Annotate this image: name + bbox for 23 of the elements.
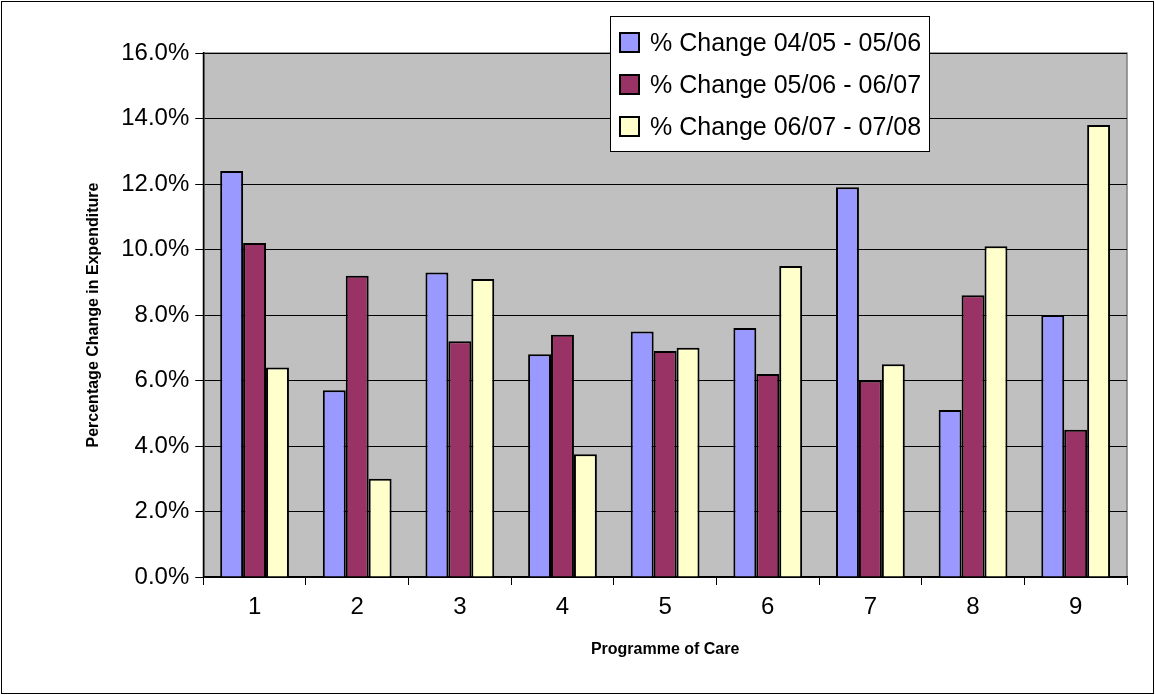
y-tick-label: 6.0% <box>134 365 190 393</box>
x-tick-label: 9 <box>1069 592 1083 620</box>
y-tick-label: 8.0% <box>134 299 190 327</box>
x-tick-label: 2 <box>350 592 364 620</box>
y-tick-label: 2.0% <box>134 496 190 524</box>
legend-label: % Change 06/07 - 07/08 <box>650 111 922 142</box>
y-axis-title: Percentage Change in Expenditure <box>84 182 102 448</box>
y-tick-label: 12.0% <box>121 168 190 196</box>
x-tick-label: 1 <box>247 592 262 620</box>
y-tick-label: 16.0% <box>121 37 190 65</box>
y-tick-label: 14.0% <box>121 103 190 131</box>
x-tick-label: 3 <box>453 592 467 620</box>
x-tick-label: 6 <box>761 592 775 620</box>
x-axis-title: Programme of Care <box>590 639 740 657</box>
y-tick-label: 4.0% <box>134 430 190 458</box>
y-tick-label: 0.0% <box>134 561 190 589</box>
legend-label: % Change 05/06 - 06/07 <box>650 69 922 100</box>
x-tick-label: 5 <box>658 592 672 620</box>
x-tick-label: 4 <box>555 592 570 620</box>
x-tick-label: 8 <box>966 592 980 620</box>
legend-label: % Change 04/05 - 05/06 <box>650 27 922 58</box>
x-tick-label: 7 <box>863 592 878 620</box>
y-tick-label: 10.0% <box>121 234 190 262</box>
